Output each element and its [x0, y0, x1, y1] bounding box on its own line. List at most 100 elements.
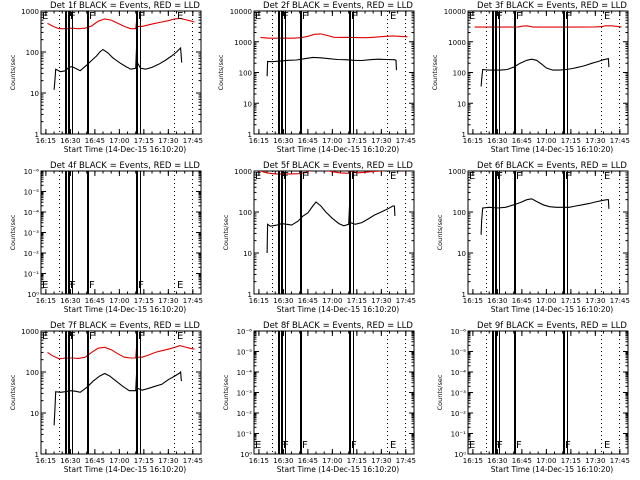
lld-series-line — [260, 33, 408, 39]
events-series-line — [266, 56, 398, 77]
y-tick-label: 1 — [35, 451, 39, 459]
interval-marker-letter: F — [351, 440, 357, 451]
interval-marker-letter: E — [255, 11, 261, 22]
y-axis-label: Counts/sec — [222, 214, 230, 250]
x-tick-label: 16:30 — [273, 137, 293, 145]
x-tick-label: 16:15 — [36, 457, 56, 465]
plot-area: E FF F F E — [469, 171, 620, 294]
y-axis-label: Counts/sec — [9, 54, 17, 90]
interval-marker-letter: F — [70, 331, 76, 342]
y-tick-label: 10⁻⁴ — [24, 209, 40, 217]
lld-series-line — [47, 17, 195, 30]
x-tick-label: 17:30 — [371, 297, 391, 305]
x-tick-label: 17:45 — [183, 457, 203, 465]
interval-marker-letter: F — [89, 11, 95, 22]
x-axis-label: Start Time (14-Dec-15 16:10:20) — [491, 145, 613, 154]
x-tick-label: 17:45 — [183, 297, 203, 305]
x-tick-label: 17:45 — [610, 297, 630, 305]
plot-area: E FF F F E — [42, 11, 195, 134]
chart-title: Det 2f BLACK = Events, RED = LLD — [263, 1, 413, 11]
y-tick-label: 10⁻⁶ — [237, 328, 253, 336]
y-tick-label: 10⁻⁶ — [24, 168, 40, 176]
y-tick-label: 10⁻⁵ — [451, 349, 467, 357]
interval-marker-letter: F — [138, 11, 144, 22]
y-tick-label: 10000 — [230, 8, 252, 16]
lld-series-line — [47, 345, 195, 360]
x-tick-label: 17:45 — [396, 297, 416, 305]
interval-marker-letter: F — [565, 440, 571, 451]
y-tick-label: 100 — [26, 49, 39, 57]
interval-marker-letter: F — [351, 171, 357, 182]
y-tick-label: 10⁻⁵ — [24, 189, 40, 197]
interval-marker-letter: F — [516, 440, 522, 451]
lld-series-line — [260, 171, 408, 175]
interval-marker-letter: F — [70, 11, 76, 22]
x-tick-label: 16:45 — [512, 297, 532, 305]
plot-frame — [40, 330, 202, 455]
interval-marker-letter: F — [516, 11, 522, 22]
plot-area: E FF F F E — [469, 11, 622, 134]
x-tick-label: 17:45 — [183, 137, 203, 145]
interval-marker-letter: F — [497, 440, 503, 451]
y-tick-label: 10⁰ — [27, 291, 39, 299]
interval-marker-letter: E — [469, 11, 475, 22]
events-series-line — [53, 46, 183, 90]
x-tick-label: 16:15 — [36, 297, 56, 305]
y-tick-label: 1000 — [448, 168, 466, 176]
x-tick-label: 17:15 — [134, 137, 154, 145]
x-tick-label: 16:30 — [273, 297, 293, 305]
interval-marker-letter: F — [302, 440, 308, 451]
y-tick-label: 10⁻² — [24, 250, 40, 258]
x-tick-label: 17:30 — [585, 457, 605, 465]
interval-marker-letter: E — [42, 331, 48, 342]
x-tick-label: 17:00 — [536, 457, 556, 465]
x-tick-label: 16:30 — [487, 137, 507, 145]
y-axis-label: Counts/sec — [222, 374, 230, 410]
x-tick-label: 17:00 — [109, 137, 129, 145]
interval-marker-letter: E — [604, 171, 610, 182]
x-tick-label: 17:45 — [610, 137, 630, 145]
y-tick-label: 1 — [248, 291, 252, 299]
interval-marker-letter: E — [390, 171, 396, 182]
interval-marker-letter: F — [302, 11, 308, 22]
x-tick-label: 17:30 — [585, 137, 605, 145]
y-tick-label: 1000 — [21, 8, 39, 16]
x-axis-label: Start Time (14-Dec-15 16:10:20) — [491, 305, 613, 314]
x-tick-label: 17:30 — [158, 137, 178, 145]
y-tick-label: 100 — [26, 369, 39, 377]
x-tick-label: 17:00 — [109, 297, 129, 305]
interval-marker-letter: F — [302, 171, 308, 182]
chart-title: Det 1f BLACK = Events, RED = LLD — [50, 1, 200, 11]
y-tick-label: 1 — [35, 131, 39, 139]
interval-marker-letter: F — [283, 171, 289, 182]
plot-frame — [467, 170, 629, 295]
x-tick-label: 16:15 — [463, 297, 483, 305]
y-tick-label: 1 — [462, 131, 466, 139]
x-tick-label: 16:30 — [60, 297, 80, 305]
x-axis-label: Start Time (14-Dec-15 16:10:20) — [64, 465, 186, 474]
interval-marker-letter: E — [255, 440, 261, 451]
x-tick-label: 17:00 — [109, 457, 129, 465]
interval-marker-letter: E — [42, 11, 48, 22]
chart-panel: Det 4f BLACK = Events, RED = LLD 10⁰ 10⁻¹ 1… — [9, 161, 203, 314]
chart-title: Det 4f BLACK = Events, RED = LLD — [50, 161, 200, 171]
y-tick-label: 10⁻³ — [237, 390, 253, 398]
x-axis-label: Start Time (14-Dec-15 16:10:20) — [64, 145, 186, 154]
x-tick-label: 16:30 — [487, 297, 507, 305]
x-tick-label: 16:15 — [36, 137, 56, 145]
x-axis-label: Start Time (14-Dec-15 16:10:20) — [277, 145, 399, 154]
chart-panel: Det 8f BLACK = Events, RED = LLD 10⁰ 10⁻¹ 1… — [222, 321, 416, 474]
events-series-line — [480, 198, 610, 235]
y-tick-label: 1000 — [234, 39, 252, 47]
chart-title: Det 3f BLACK = Events, RED = LLD — [477, 1, 627, 11]
interval-marker-letter: F — [283, 440, 289, 451]
x-tick-label: 17:15 — [134, 457, 154, 465]
x-tick-label: 16:45 — [85, 137, 105, 145]
x-tick-label: 17:00 — [322, 137, 342, 145]
y-tick-label: 100 — [453, 209, 466, 217]
interval-marker-letter: F — [497, 11, 503, 22]
x-tick-label: 17:15 — [347, 297, 367, 305]
y-tick-label: 100 — [239, 70, 252, 78]
interval-marker-letter: E — [604, 11, 610, 22]
interval-marker-letter: F — [280, 11, 286, 22]
